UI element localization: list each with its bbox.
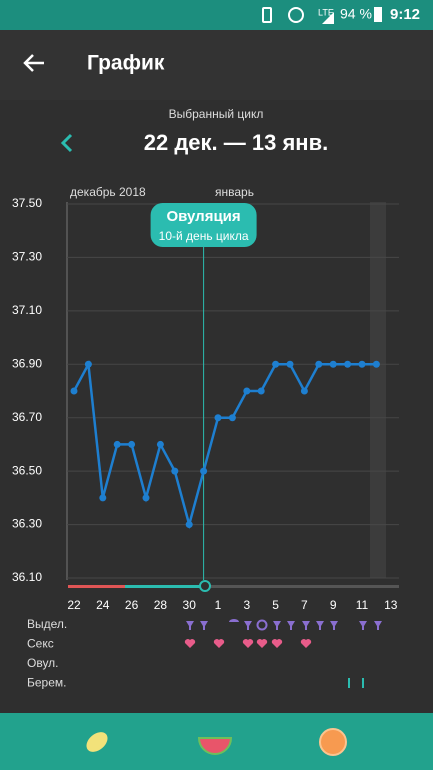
temperature-line	[72, 360, 377, 530]
cycle-marker[interactable]	[199, 580, 211, 592]
x-tick-label: 28	[154, 598, 168, 612]
today-column	[370, 202, 386, 578]
temperature-point	[99, 494, 107, 502]
x-tick-label: 11	[356, 598, 369, 612]
signal-icon	[322, 12, 334, 24]
cycle-range: 22 дек. — 13 янв.	[144, 130, 328, 155]
annotation-box	[150, 203, 257, 247]
y-tick-label: 36.10	[12, 570, 42, 584]
vibrate-icon	[262, 7, 272, 23]
y-tick-label: 36.30	[12, 517, 42, 531]
temperature-point	[113, 440, 121, 448]
y-tick-label: 36.70	[12, 410, 42, 424]
status-bar	[0, 0, 433, 30]
x-tick-label: 24	[96, 598, 110, 612]
prev-cycle[interactable]	[60, 133, 73, 153]
x-tick-label: 1	[215, 598, 222, 612]
lemon-tab[interactable]	[83, 728, 112, 756]
x-tick-label: 3	[243, 598, 250, 612]
period-bar	[68, 585, 125, 588]
x-tick-label: 30	[183, 598, 197, 612]
app-title: График	[87, 52, 165, 75]
temperature-point	[228, 414, 236, 422]
temperature-point	[286, 360, 294, 368]
y-tick-label: 37.10	[12, 303, 42, 317]
app-bar	[0, 30, 433, 100]
orange-tab[interactable]	[319, 728, 347, 756]
y-tick-label: 37.50	[12, 196, 42, 210]
clock: 9:12	[390, 6, 420, 23]
temperature-point	[257, 387, 265, 395]
annotation-subtitle: 10-й день цикла	[159, 229, 249, 243]
temperature-point	[84, 360, 92, 368]
temperature-point	[171, 467, 179, 475]
temperature-point	[70, 387, 78, 395]
temperature-point	[300, 387, 308, 395]
network: LTE	[318, 7, 334, 17]
x-tick-label: 5	[272, 598, 279, 612]
month-label: декабрь 2018	[70, 185, 146, 199]
temperature-point	[344, 360, 352, 368]
row-label: Секс	[27, 637, 54, 651]
temperature-point	[329, 360, 337, 368]
row-label: Овул.	[27, 656, 59, 670]
x-tick-label: 9	[330, 598, 337, 612]
battery: 94 %	[340, 6, 372, 22]
x-tick-label: 22	[67, 598, 81, 612]
back-button[interactable]	[23, 54, 44, 72]
y-tick-label: 36.50	[12, 463, 42, 477]
cycle-label: Выбранный цикл	[169, 107, 264, 121]
x-tick-label: 7	[301, 598, 308, 612]
x-tick-label: 13	[384, 598, 398, 612]
month-label: январь	[215, 185, 254, 199]
temperature-point	[243, 387, 251, 395]
heart-icons	[184, 639, 312, 648]
y-tick-label: 37.30	[12, 250, 42, 264]
rest-bar	[205, 585, 399, 588]
temperature-point	[185, 521, 193, 529]
y-tick-label: 36.90	[12, 356, 42, 370]
discharge-icons	[186, 619, 382, 631]
watermelon-tab[interactable]	[197, 737, 233, 755]
alarm-icon	[288, 7, 304, 23]
annotation-title: Овуляция	[167, 208, 241, 225]
temperature-point	[128, 440, 136, 448]
temperature-point	[358, 360, 366, 368]
x-tick-label: 26	[125, 598, 139, 612]
temperature-point	[372, 360, 380, 368]
temperature-point	[315, 360, 323, 368]
battery-icon	[374, 7, 382, 22]
row-label: Выдел.	[27, 617, 67, 631]
temperature-point	[156, 440, 164, 448]
fertile-bar	[125, 585, 205, 588]
temperature-point	[200, 467, 208, 475]
pregnancy-marks	[348, 678, 364, 688]
temperature-point	[142, 494, 150, 502]
temperature-point	[272, 360, 280, 368]
temperature-point	[214, 414, 222, 422]
row-label: Берем.	[27, 676, 66, 690]
